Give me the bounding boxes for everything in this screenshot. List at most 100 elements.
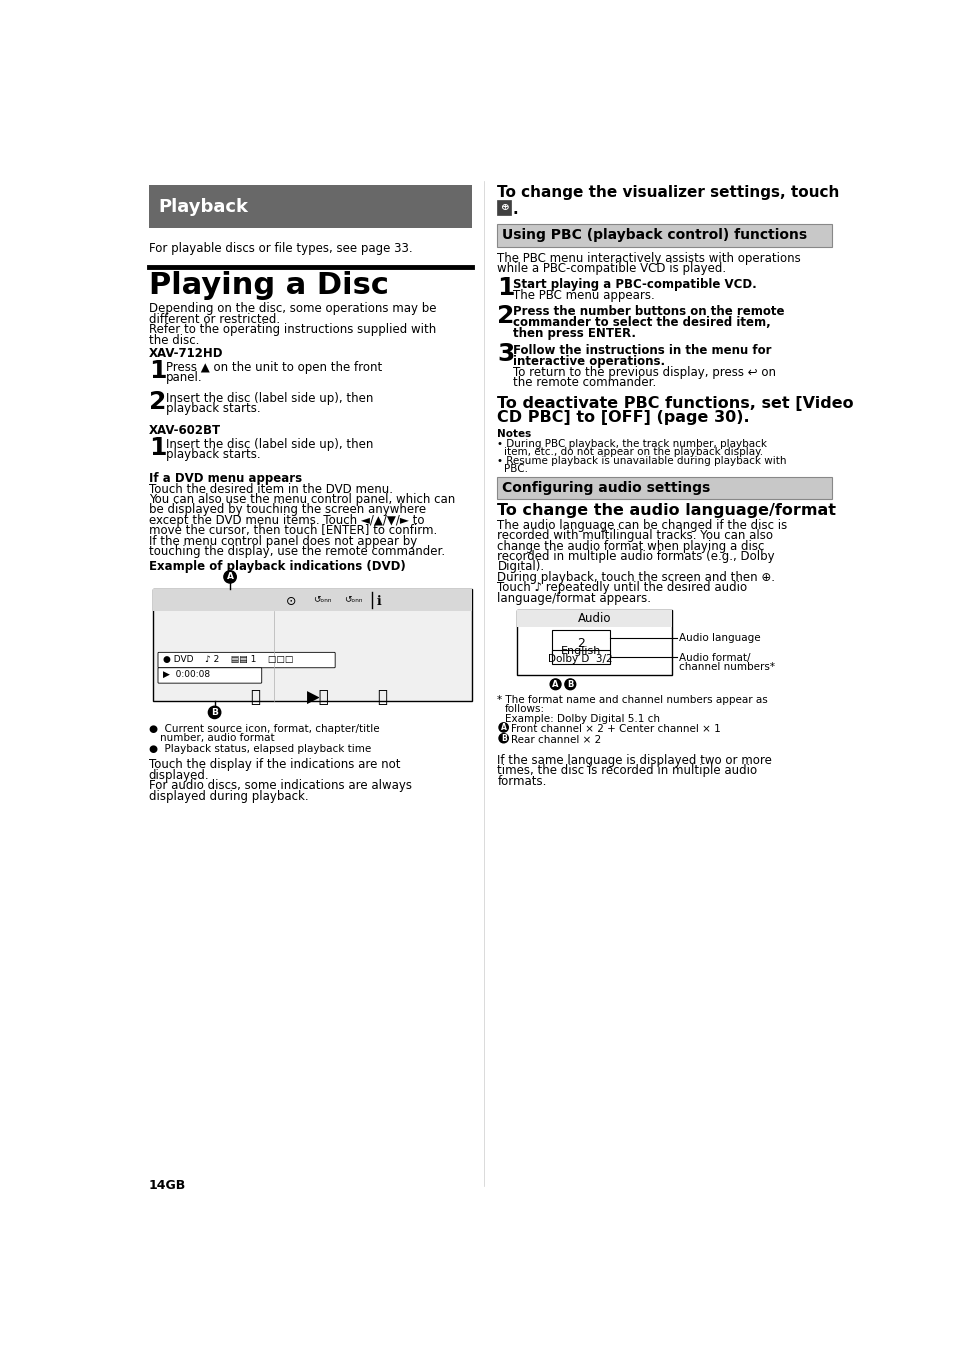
- Text: formats.: formats.: [497, 775, 546, 788]
- Text: • Resume playback is unavailable during playback with: • Resume playback is unavailable during …: [497, 456, 786, 465]
- Text: The audio language can be changed if the disc is: The audio language can be changed if the…: [497, 519, 787, 531]
- Text: ● DVD    ♪ 2    ▤▤ 1    □□□: ● DVD ♪ 2 ▤▤ 1 □□□: [163, 654, 294, 664]
- Text: A: A: [227, 572, 233, 581]
- Text: * The format name and channel numbers appear as: * The format name and channel numbers ap…: [497, 695, 767, 706]
- Text: recorded in multiple audio formats (e.g., Dolby: recorded in multiple audio formats (e.g.…: [497, 550, 774, 562]
- Text: ⊙: ⊙: [285, 595, 295, 607]
- Text: To change the visualizer settings, touch: To change the visualizer settings, touch: [497, 185, 839, 200]
- Text: 14GB: 14GB: [149, 1179, 186, 1191]
- Text: while a PBC-compatible VCD is played.: while a PBC-compatible VCD is played.: [497, 262, 726, 274]
- FancyBboxPatch shape: [497, 200, 511, 215]
- Text: ⏮: ⏮: [250, 688, 259, 706]
- Text: Playing a Disc: Playing a Disc: [149, 270, 388, 300]
- Text: 1: 1: [149, 360, 166, 384]
- Text: ●  Playback status, elapsed playback time: ● Playback status, elapsed playback time: [149, 744, 371, 754]
- Text: 1: 1: [497, 276, 515, 300]
- Text: Example of playback indications (DVD): Example of playback indications (DVD): [149, 560, 405, 573]
- Text: commander to select the desired item,: commander to select the desired item,: [513, 316, 770, 330]
- Text: B: B: [211, 708, 218, 717]
- Text: B: B: [500, 734, 506, 742]
- FancyBboxPatch shape: [152, 589, 472, 611]
- Text: ⊕: ⊕: [499, 203, 508, 212]
- FancyBboxPatch shape: [152, 589, 472, 700]
- Text: ℹ: ℹ: [376, 595, 381, 607]
- Text: playback starts.: playback starts.: [166, 449, 260, 461]
- Text: .: .: [513, 203, 518, 218]
- Text: To deactivate PBC functions, set [Video: To deactivate PBC functions, set [Video: [497, 396, 853, 411]
- Text: The PBC menu appears.: The PBC menu appears.: [513, 288, 654, 301]
- Text: • During PBC playback, the track number, playback: • During PBC playback, the track number,…: [497, 438, 766, 449]
- FancyBboxPatch shape: [551, 630, 609, 658]
- Text: 2: 2: [497, 304, 515, 329]
- FancyBboxPatch shape: [149, 185, 472, 228]
- Text: You can also use the menu control panel, which can: You can also use the menu control panel,…: [149, 493, 455, 506]
- Text: Configuring audio settings: Configuring audio settings: [501, 481, 710, 495]
- Text: B: B: [566, 680, 573, 688]
- Text: Example: Dolby Digital 5.1 ch: Example: Dolby Digital 5.1 ch: [505, 714, 659, 723]
- Text: times, the disc is recorded in multiple audio: times, the disc is recorded in multiple …: [497, 764, 757, 777]
- Circle shape: [564, 679, 575, 690]
- Text: Follow the instructions in the menu for: Follow the instructions in the menu for: [513, 343, 771, 357]
- Text: The PBC menu interactively assists with operations: The PBC menu interactively assists with …: [497, 251, 801, 265]
- Text: During playback, touch the screen and then ⊕.: During playback, touch the screen and th…: [497, 571, 775, 584]
- Text: A: A: [500, 723, 506, 731]
- Text: ▶  0:00:08: ▶ 0:00:08: [163, 671, 211, 679]
- Text: Touch ♪ repeatedly until the desired audio: Touch ♪ repeatedly until the desired aud…: [497, 581, 747, 594]
- Text: Dolby D  3/2: Dolby D 3/2: [548, 653, 613, 664]
- Text: ↺ₒₙₙ: ↺ₒₙₙ: [313, 595, 331, 604]
- FancyBboxPatch shape: [497, 224, 831, 247]
- Text: channel numbers*: channel numbers*: [679, 662, 774, 672]
- Text: panel.: panel.: [166, 372, 202, 384]
- Text: 2: 2: [577, 637, 584, 649]
- FancyBboxPatch shape: [497, 477, 831, 499]
- Text: Press ▲ on the unit to open the front: Press ▲ on the unit to open the front: [166, 361, 381, 375]
- Text: the disc.: the disc.: [149, 334, 199, 346]
- Text: 3: 3: [497, 342, 515, 366]
- Text: PBC.: PBC.: [503, 464, 527, 475]
- Text: ⏭: ⏭: [377, 688, 387, 706]
- FancyBboxPatch shape: [517, 610, 671, 626]
- Circle shape: [498, 734, 508, 742]
- Text: Insert the disc (label side up), then: Insert the disc (label side up), then: [166, 392, 373, 404]
- Text: Touch the display if the indications are not: Touch the display if the indications are…: [149, 758, 399, 771]
- FancyBboxPatch shape: [517, 610, 671, 675]
- Text: If a DVD menu appears: If a DVD menu appears: [149, 472, 301, 485]
- Text: except the DVD menu items. Touch ◄/▲/▼/► to: except the DVD menu items. Touch ◄/▲/▼/►…: [149, 514, 424, 527]
- Text: ●  Current source icon, format, chapter/title: ● Current source icon, format, chapter/t…: [149, 723, 379, 734]
- Text: A: A: [552, 680, 558, 688]
- Text: number, audio format: number, audio format: [159, 733, 274, 744]
- Text: To return to the previous display, press ↩ on: To return to the previous display, press…: [513, 365, 775, 379]
- Text: ↺ₒₙₙ: ↺ₒₙₙ: [343, 595, 362, 604]
- Text: Front channel × 2 + Center channel × 1: Front channel × 2 + Center channel × 1: [511, 725, 720, 734]
- Text: ▶⏸: ▶⏸: [307, 688, 330, 706]
- Text: Start playing a PBC-compatible VCD.: Start playing a PBC-compatible VCD.: [513, 277, 756, 291]
- Text: If the menu control panel does not appear by: If the menu control panel does not appea…: [149, 534, 416, 548]
- Circle shape: [550, 679, 560, 690]
- Text: playback starts.: playback starts.: [166, 402, 260, 415]
- Text: If the same language is displayed two or more: If the same language is displayed two or…: [497, 753, 772, 767]
- Text: be displayed by touching the screen anywhere: be displayed by touching the screen anyw…: [149, 503, 425, 516]
- Text: Using PBC (playback control) functions: Using PBC (playback control) functions: [501, 228, 806, 242]
- Text: Rear channel × 2: Rear channel × 2: [511, 735, 601, 745]
- Text: then press ENTER.: then press ENTER.: [513, 327, 636, 339]
- Text: Audio format/: Audio format/: [679, 653, 749, 664]
- Text: 2: 2: [149, 391, 166, 414]
- Text: Playback: Playback: [158, 197, 248, 216]
- Text: For audio discs, some indications are always: For audio discs, some indications are al…: [149, 779, 412, 792]
- FancyBboxPatch shape: [551, 650, 609, 664]
- Text: different or restricted.: different or restricted.: [149, 312, 279, 326]
- Text: Press the number buttons on the remote: Press the number buttons on the remote: [513, 306, 783, 319]
- Text: move the cursor, then touch [ENTER] to confirm.: move the cursor, then touch [ENTER] to c…: [149, 525, 436, 537]
- FancyBboxPatch shape: [158, 668, 261, 683]
- Circle shape: [208, 706, 220, 718]
- Text: Audio: Audio: [577, 611, 611, 625]
- Text: language/format appears.: language/format appears.: [497, 592, 651, 604]
- Text: Audio language: Audio language: [679, 633, 760, 644]
- Text: Refer to the operating instructions supplied with: Refer to the operating instructions supp…: [149, 323, 436, 337]
- Text: follows:: follows:: [505, 704, 545, 714]
- Text: Touch the desired item in the DVD menu.: Touch the desired item in the DVD menu.: [149, 483, 393, 496]
- Text: English: English: [560, 646, 600, 656]
- Circle shape: [224, 571, 236, 583]
- Text: recorded with multilingual tracks. You can also: recorded with multilingual tracks. You c…: [497, 529, 773, 542]
- Text: Depending on the disc, some operations may be: Depending on the disc, some operations m…: [149, 303, 436, 315]
